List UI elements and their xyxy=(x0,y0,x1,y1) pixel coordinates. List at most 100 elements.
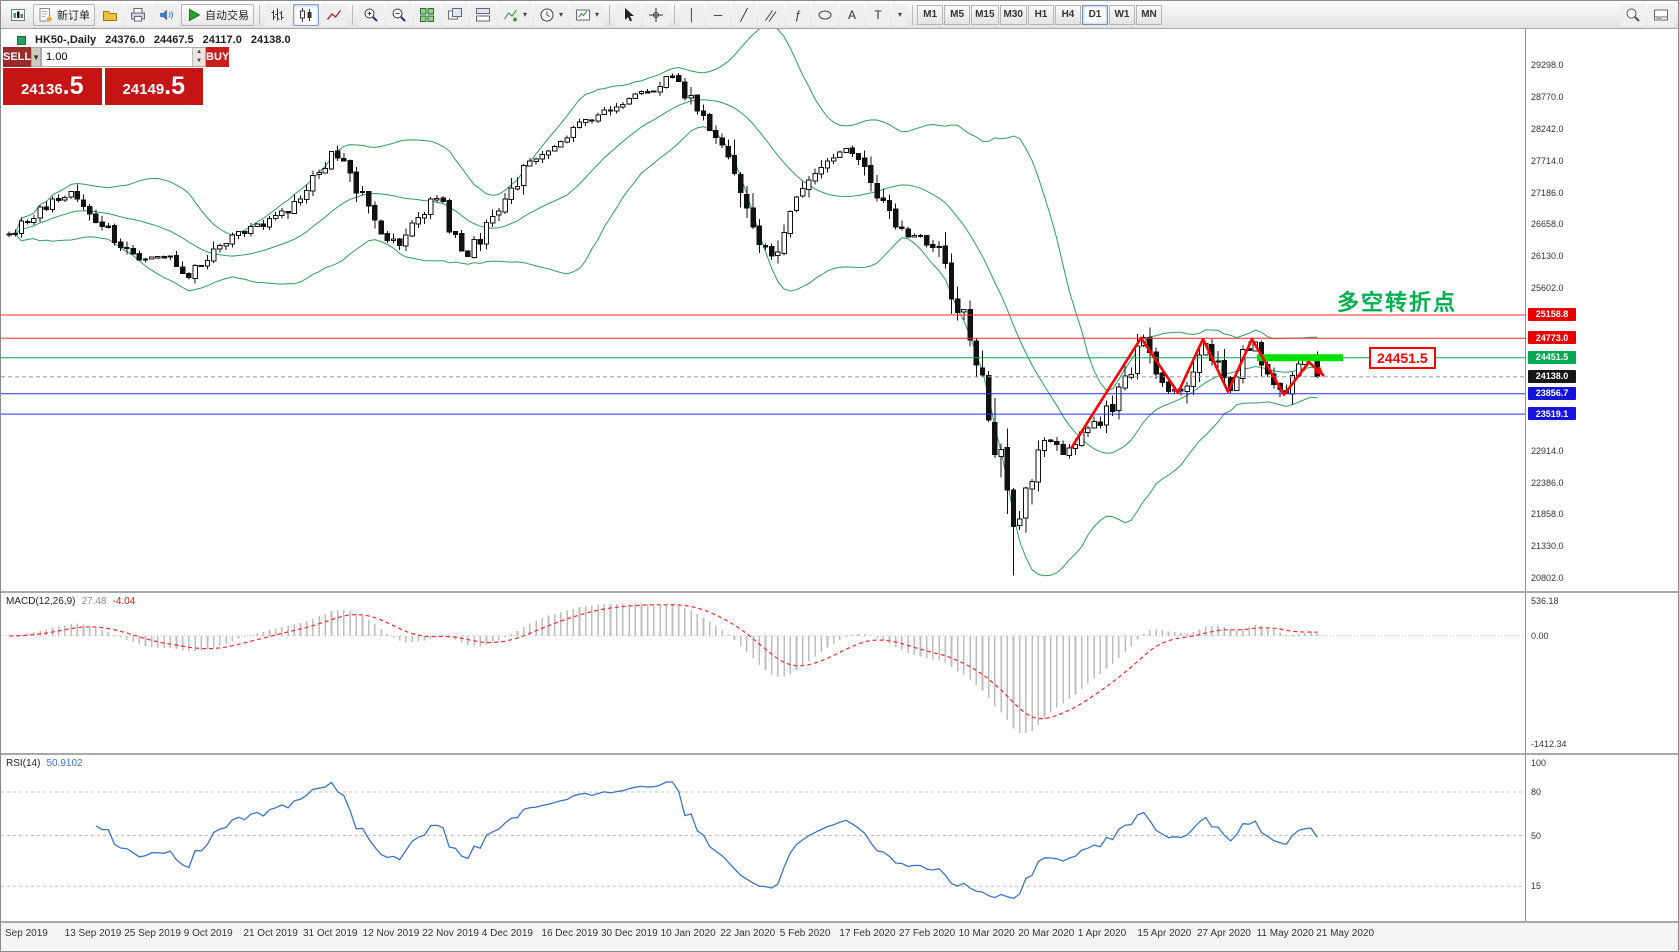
date-label: 25 Sep 2019 xyxy=(124,928,181,939)
date-label: 21 Oct 2019 xyxy=(243,928,298,939)
chart-ohlc-header: HK50-,Daily 24376.0 24467.5 24117.0 2413… xyxy=(17,34,291,46)
bars-chart-button[interactable] xyxy=(265,3,291,26)
price-scale[interactable]: 29298.0 28770.0 28242.0 27714.0 27186.0 26658… xyxy=(1525,29,1678,591)
cursor-button[interactable] xyxy=(615,3,642,26)
toolbox-button[interactable] xyxy=(1648,3,1674,26)
volume-down-button[interactable]: ▼ xyxy=(193,57,206,66)
support-price-tag[interactable]: 24451.5 xyxy=(1369,346,1436,369)
buy-price-display[interactable]: 24149.5 xyxy=(104,68,203,105)
date-label: 13 Sep 2019 xyxy=(64,928,122,939)
profile-icon xyxy=(103,10,117,21)
panel-resize-divider[interactable] xyxy=(1,591,1678,593)
timeframe-mn[interactable]: MN xyxy=(1135,4,1162,25)
bars-chart-icon xyxy=(271,8,284,20)
date-label: 16 Dec 2019 xyxy=(541,928,599,939)
rsi-scale-label: 80 xyxy=(1531,787,1542,797)
candlestick-chart-button[interactable] xyxy=(293,3,319,26)
volume-input[interactable] xyxy=(42,48,193,66)
turning-point-note[interactable]: 多空转折点 xyxy=(1337,289,1458,315)
fibonacci-button[interactable]: ƒ xyxy=(786,3,811,26)
autotrade-label: 自动交易 xyxy=(205,9,249,22)
cascade-windows-button[interactable] xyxy=(442,3,468,26)
low-value: 24117.0 xyxy=(202,34,242,46)
timeframe-d1[interactable]: D1 xyxy=(1081,4,1108,25)
date-axis[interactable]: Sep 2019 13 Sep 2019 25 Sep 2019 9 Oct 2019… xyxy=(1,923,1678,951)
text-button[interactable]: A xyxy=(840,3,865,26)
label-button[interactable]: T xyxy=(866,3,891,26)
rsi-scale-label: 50 xyxy=(1531,830,1542,841)
macd-panel-canvas[interactable] xyxy=(1,593,1525,753)
indicators-button[interactable]: ▾ xyxy=(498,3,533,26)
periods-button[interactable]: ▾ xyxy=(534,3,569,26)
search-button[interactable] xyxy=(1620,3,1646,26)
sell-price-display[interactable]: 24136.5 xyxy=(3,68,102,105)
alerts-button[interactable] xyxy=(153,3,179,26)
main-chart-canvas[interactable] xyxy=(1,29,1525,591)
buy-price-main: 24149 xyxy=(122,81,165,98)
macd-scale[interactable]: 536.18 0.00 -1412.34 xyxy=(1525,593,1678,753)
alerts-icon xyxy=(160,9,174,20)
volume-up-button[interactable]: ▲ xyxy=(193,48,206,57)
timeframe-h4[interactable]: H4 xyxy=(1054,4,1081,25)
timeframe-w1[interactable]: W1 xyxy=(1108,4,1135,25)
price-axis-label: 29298.0 xyxy=(1531,59,1564,70)
date-label: Sep 2019 xyxy=(5,928,48,939)
print-icon xyxy=(131,7,145,21)
rsi-scale[interactable]: 100 80 50 15 xyxy=(1525,755,1678,921)
rsi-value: 50.9102 xyxy=(46,758,83,769)
toolbar-separator xyxy=(912,4,914,25)
sell-button[interactable]: SELL xyxy=(3,47,32,67)
timeframe-m30[interactable]: M30 xyxy=(999,4,1027,25)
profile-button[interactable] xyxy=(97,3,123,26)
price-axis-label: 22914.0 xyxy=(1531,445,1564,456)
date-label: 30 Dec 2019 xyxy=(601,928,658,939)
label-icon: T xyxy=(874,7,882,22)
price-axis-label: 28242.0 xyxy=(1531,123,1564,134)
trendline-button[interactable]: ╱ xyxy=(732,3,757,26)
zoom-out-icon xyxy=(392,8,406,22)
sell-price-frac: .5 xyxy=(62,72,84,100)
new-order-button[interactable]: 新订单 xyxy=(33,3,95,26)
high-value: 24467.5 xyxy=(153,34,194,46)
print-button[interactable] xyxy=(125,3,151,26)
horizontal-line-button[interactable]: ─ xyxy=(706,3,731,26)
one-click-trade-panel: SELL ▼ ▲ ▼ BUY 24136.5 24149.5 xyxy=(3,47,230,105)
shapes-button[interactable] xyxy=(812,3,839,26)
templates-button[interactable]: ▾ xyxy=(570,3,605,26)
more-tools-button[interactable]: ▾ xyxy=(892,3,908,26)
price-axis-label: 22386.0 xyxy=(1531,477,1564,488)
date-label: 12 Nov 2019 xyxy=(362,928,420,939)
macd-scale-label: 536.18 xyxy=(1531,596,1559,606)
crosshair-button[interactable] xyxy=(643,3,670,26)
panel-resize-divider[interactable] xyxy=(1,753,1678,755)
toolbox-icon xyxy=(1654,9,1668,20)
timeframe-m1[interactable]: M1 xyxy=(917,4,944,25)
channel-button[interactable] xyxy=(758,3,785,26)
timeframe-h1[interactable]: H1 xyxy=(1027,4,1054,25)
autotrade-button[interactable]: 自动交易 xyxy=(181,3,254,26)
price-level-badge: 23519.1 xyxy=(1528,407,1576,421)
price-axis-label: 28770.0 xyxy=(1531,91,1564,102)
timeframe-m15[interactable]: M15 xyxy=(971,4,999,25)
panel-resize-divider[interactable] xyxy=(1,921,1678,923)
tile-windows-button[interactable] xyxy=(414,3,440,26)
timeframe-m5[interactable]: M5 xyxy=(944,4,971,25)
zoom-in-button[interactable] xyxy=(358,3,384,26)
shapes-icon xyxy=(818,10,832,19)
arrange-windows-button[interactable] xyxy=(470,3,496,26)
chevron-down-icon: ▾ xyxy=(559,10,564,19)
date-label: 20 Mar 2020 xyxy=(1018,928,1075,939)
cursor-icon xyxy=(625,7,635,21)
date-label: 11 May 2020 xyxy=(1256,928,1314,939)
zoom-out-button[interactable] xyxy=(386,3,412,26)
window-icon xyxy=(5,4,31,26)
rsi-panel-canvas[interactable] xyxy=(1,755,1525,921)
buy-button[interactable]: BUY xyxy=(206,47,230,67)
vertical-line-button[interactable]: │ xyxy=(680,3,705,26)
buy-price-frac: .5 xyxy=(164,72,186,100)
symbol-period-label: HK50-,Daily xyxy=(35,34,97,46)
date-label: 21 May 2020 xyxy=(1316,928,1375,939)
trade-menu-caret[interactable]: ▼ xyxy=(31,47,42,67)
date-label: 10 Mar 2020 xyxy=(958,928,1015,939)
line-chart-button[interactable] xyxy=(321,3,347,26)
